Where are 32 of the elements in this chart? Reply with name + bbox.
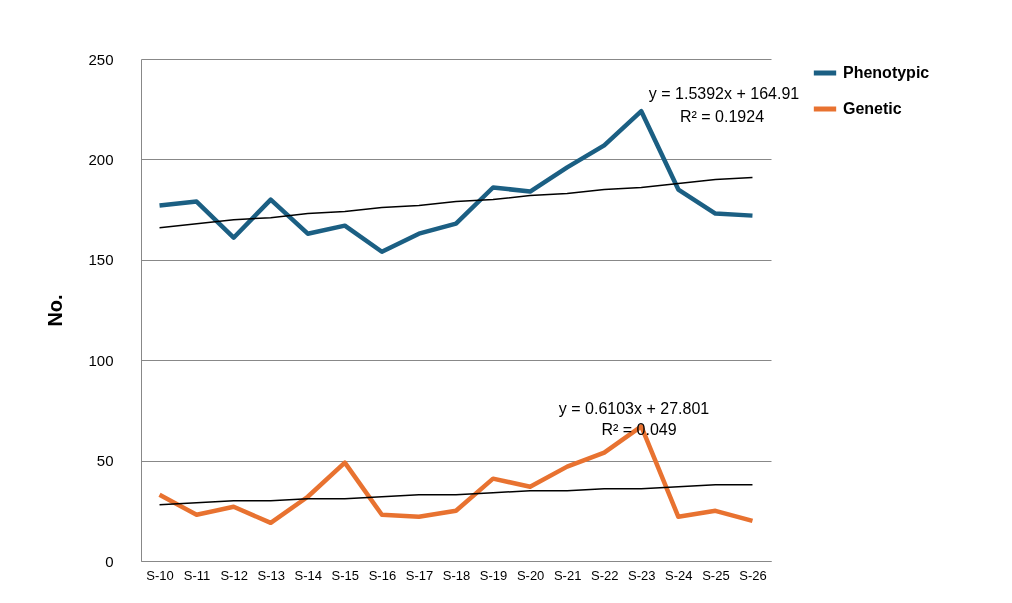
x-tick-label: S-12 (220, 567, 248, 583)
y-tick-label: 150 (88, 251, 114, 269)
line-series (158, 176, 754, 229)
annotation: R² = 0.1924 (679, 108, 765, 125)
x-tick-label: S-18 (442, 567, 471, 583)
x-tick-label: S-16 (368, 567, 397, 583)
y-tick-label: 100 (88, 351, 114, 369)
legend-label: Genetic (843, 100, 902, 117)
x-tick-label: S-21 (553, 567, 582, 583)
legend-label: Phenotypic (843, 64, 930, 81)
x-tick-label: S-13 (257, 567, 285, 583)
y-tick-label: 50 (96, 452, 114, 470)
line-series (158, 483, 754, 506)
y-axis-title: No. (44, 294, 67, 327)
x-tick-label: S-15 (331, 567, 360, 583)
x-tick-label: S-22 (591, 567, 619, 583)
x-tick-label: S-11 (183, 567, 211, 583)
x-tick-label: S-19 (479, 567, 508, 583)
y-tick-label: 0 (105, 552, 114, 570)
x-tick-label: S-14 (294, 567, 322, 583)
x-tick-label: S-24 (665, 567, 693, 583)
line-series (157, 424, 755, 526)
x-tick-label: S-20 (516, 567, 545, 583)
annotation: y = 1.5392x + 164.91 (648, 85, 800, 102)
x-tick-label: S-26 (739, 567, 767, 583)
y-tick-label: 200 (88, 150, 114, 168)
x-tick-label: S-10 (146, 567, 174, 583)
annotation: y = 0.6103x + 27.801 (558, 400, 710, 417)
x-tick-label: S-17 (405, 567, 434, 583)
y-tick-label: 250 (88, 50, 114, 68)
x-tick-label: S-25 (702, 567, 730, 583)
x-tick-label: S-23 (628, 567, 656, 583)
